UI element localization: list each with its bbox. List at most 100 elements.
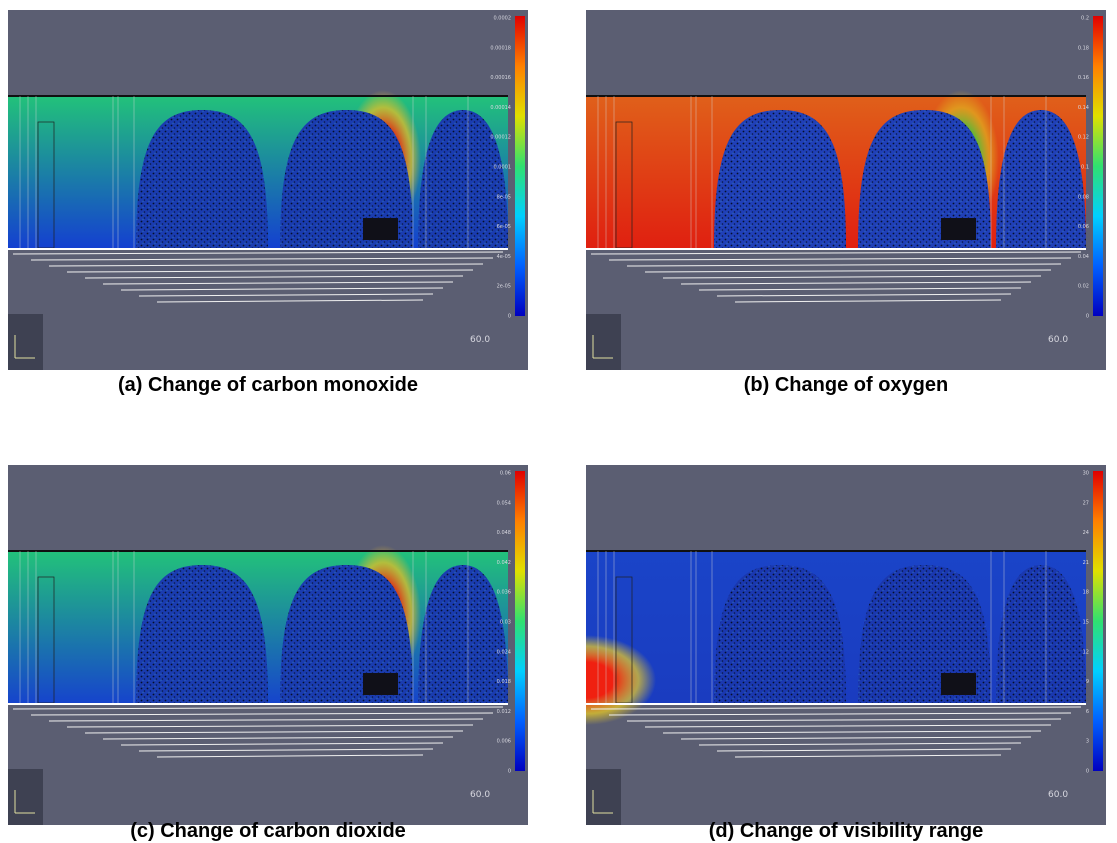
floor-line: [590, 706, 1082, 710]
floor-line: [48, 718, 484, 722]
tree-dome: [280, 565, 413, 703]
floor-line: [66, 724, 474, 728]
colorbar-label: 0.006: [497, 739, 511, 745]
colorbar-label: 0.1: [1081, 165, 1089, 171]
block: [363, 673, 398, 695]
axis-triad: [586, 769, 621, 825]
time-label: 60.0: [470, 335, 490, 345]
tree-dome: [418, 110, 508, 248]
floor-line: [12, 706, 504, 710]
colorbar-label: 0.00012: [490, 135, 511, 141]
floor-line: [680, 281, 1032, 285]
floor-line: [626, 718, 1062, 722]
colorbar-label: 0.042: [497, 560, 511, 566]
panel-image: 0.0002 0.00018 0.00016 0.00014 0.00012 0.0001…: [8, 10, 528, 370]
colorbar-label: 2e-05: [497, 284, 511, 290]
floor-line: [608, 257, 1072, 261]
colorbar-label: 0.054: [497, 500, 511, 506]
floor-line: [102, 281, 454, 285]
hot-zone: [586, 635, 656, 725]
colorbar-label: 0.04: [1078, 254, 1089, 260]
colorbar-label: 30: [1083, 471, 1089, 477]
colorbar-label: 0.00018: [490, 45, 511, 51]
colorbar-label: 0.16: [1078, 75, 1089, 81]
colorbar-label: 27: [1083, 500, 1089, 506]
axis-triad: [586, 314, 621, 370]
floor-line: [590, 251, 1082, 255]
time-label: 60.0: [1048, 335, 1068, 345]
colorbar-label: 0.14: [1078, 105, 1089, 111]
tree-dome: [714, 110, 846, 248]
floor-line: [662, 275, 1042, 279]
colorbar-label: 0.018: [497, 679, 511, 685]
block: [941, 673, 976, 695]
panel-image: 0.06 0.054 0.048 0.042 0.036 0.03 0.024 0.018 0.…: [8, 465, 528, 825]
colorbar-label: 6: [1086, 709, 1089, 715]
colorbar: [1093, 471, 1103, 771]
colorbar-label: 0.2: [1081, 16, 1089, 22]
panel-image: 0.2 0.18 0.16 0.14 0.12 0.1 0.08 0.06 0.04 0.02 0 6…: [586, 10, 1106, 370]
floor-line: [84, 730, 464, 734]
floor-line: [138, 293, 434, 297]
block: [941, 218, 976, 240]
floor-line: [66, 269, 474, 273]
colorbar: [515, 16, 525, 316]
axis-icon: [14, 335, 35, 359]
axis-triad: [8, 314, 43, 370]
colorbar-label: 24: [1083, 530, 1089, 536]
colorbar-label: 4e-05: [497, 254, 511, 260]
floor-line: [120, 287, 444, 291]
tree-dome: [858, 110, 991, 248]
axis-icon: [592, 335, 613, 359]
tree-dome: [714, 565, 846, 703]
block: [363, 218, 398, 240]
colorbar-label: 0.12: [1078, 135, 1089, 141]
colorbar-label: 0.048: [497, 530, 511, 536]
colorbar-label: 0.036: [497, 590, 511, 596]
floor-line: [30, 712, 494, 716]
floor-line: [680, 736, 1032, 740]
colorbar-label: 0: [508, 769, 511, 775]
colorbar: [1093, 16, 1103, 316]
caption: (d) Change of visibility range: [708, 820, 984, 842]
colorbar-label: 8e-05: [497, 194, 511, 200]
colorbar-label: 0.0001: [494, 165, 512, 171]
tree-dome: [136, 110, 268, 248]
floor-line: [156, 754, 424, 758]
floor-line: [698, 742, 1022, 746]
tree-dome: [280, 110, 413, 248]
colorbar-label: 0.08: [1078, 194, 1089, 200]
floor-line: [698, 287, 1022, 291]
floor-line: [102, 736, 454, 740]
floor-line: [84, 275, 464, 279]
colorbar-label: 0.00016: [490, 75, 511, 81]
floor-line: [120, 742, 444, 746]
floor-line: [644, 269, 1052, 273]
colorbar-label: 9: [1086, 679, 1089, 685]
tree-dome: [858, 565, 991, 703]
colorbar-label: 12: [1083, 649, 1089, 655]
colorbar: [515, 471, 525, 771]
caption: (b) Change of oxygen: [743, 374, 949, 396]
floor-line: [48, 263, 484, 267]
colorbar-label: 0.024: [497, 649, 511, 655]
colorbar-label: 0.02: [1078, 284, 1089, 290]
colorbar-label: 0: [508, 314, 511, 320]
floor-line: [608, 712, 1072, 716]
colorbar-label: 0: [1086, 314, 1089, 320]
colorbar-label: 15: [1083, 620, 1089, 626]
tree-dome: [136, 565, 268, 703]
axis-triad: [8, 769, 43, 825]
time-label: 60.0: [470, 790, 490, 800]
floor-line: [644, 724, 1052, 728]
colorbar-label: 0.06: [500, 471, 511, 477]
floor-line: [662, 730, 1042, 734]
colorbar-label: 6e-05: [497, 224, 511, 230]
tree-dome: [996, 565, 1086, 703]
floor-line: [626, 263, 1062, 267]
colorbar-label: 0.03: [500, 620, 511, 626]
floor-line: [30, 257, 494, 261]
axis-icon: [14, 790, 35, 814]
colorbar-label: 18: [1083, 590, 1089, 596]
